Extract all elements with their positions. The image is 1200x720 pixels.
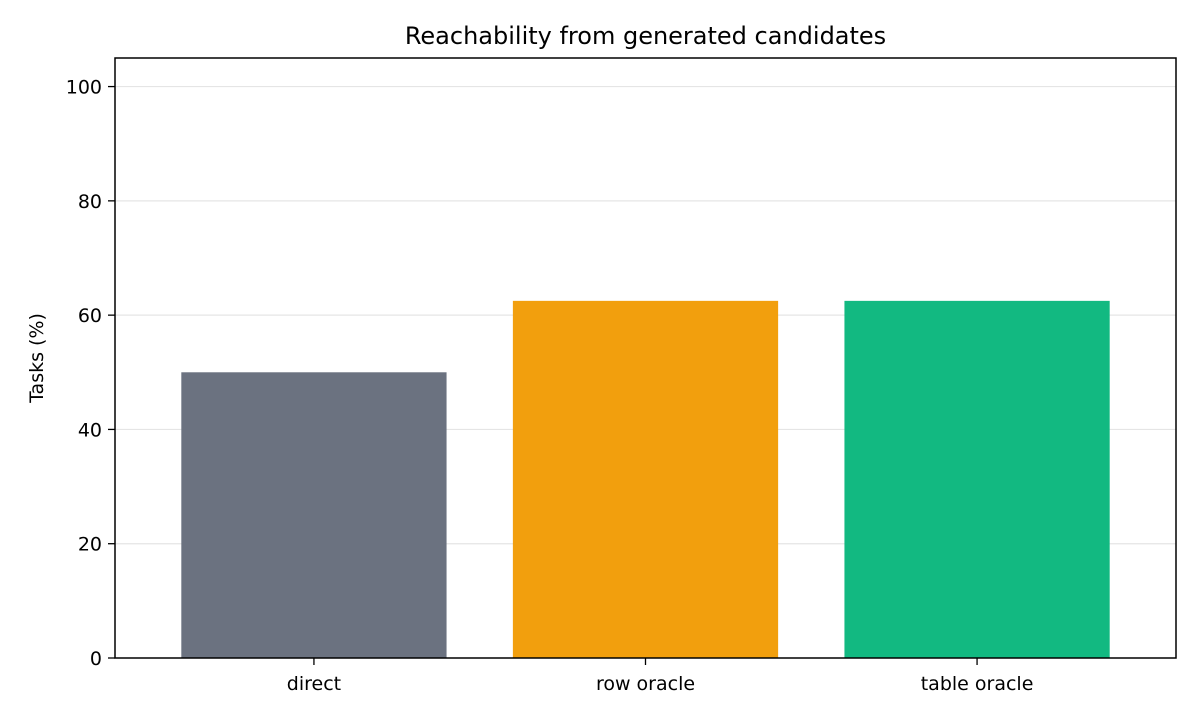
y-axis-ticks: 0 20 40 60 80 100 — [66, 77, 115, 670]
bar-direct — [181, 372, 447, 658]
y-tick-label-20: 20 — [78, 534, 102, 556]
y-tick-label-40: 40 — [78, 419, 102, 441]
bars — [181, 300, 1110, 658]
bar-row-oracle — [512, 300, 779, 658]
x-tick-label-direct: direct — [287, 673, 341, 695]
y-tick-label-100: 100 — [66, 77, 102, 99]
y-tick-label-80: 80 — [78, 191, 102, 213]
y-tick-label-0: 0 — [90, 648, 102, 670]
x-tick-label-table-oracle: table oracle — [921, 673, 1034, 695]
y-axis-label: Tasks (%) — [26, 313, 48, 404]
y-tick-label-60: 60 — [78, 305, 102, 327]
x-axis-ticks: direct row oracle table oracle — [287, 658, 1034, 695]
chart-title: Reachability from generated candidates — [405, 22, 886, 50]
bar-table-oracle — [844, 300, 1110, 658]
x-tick-label-row-oracle: row oracle — [596, 673, 695, 695]
